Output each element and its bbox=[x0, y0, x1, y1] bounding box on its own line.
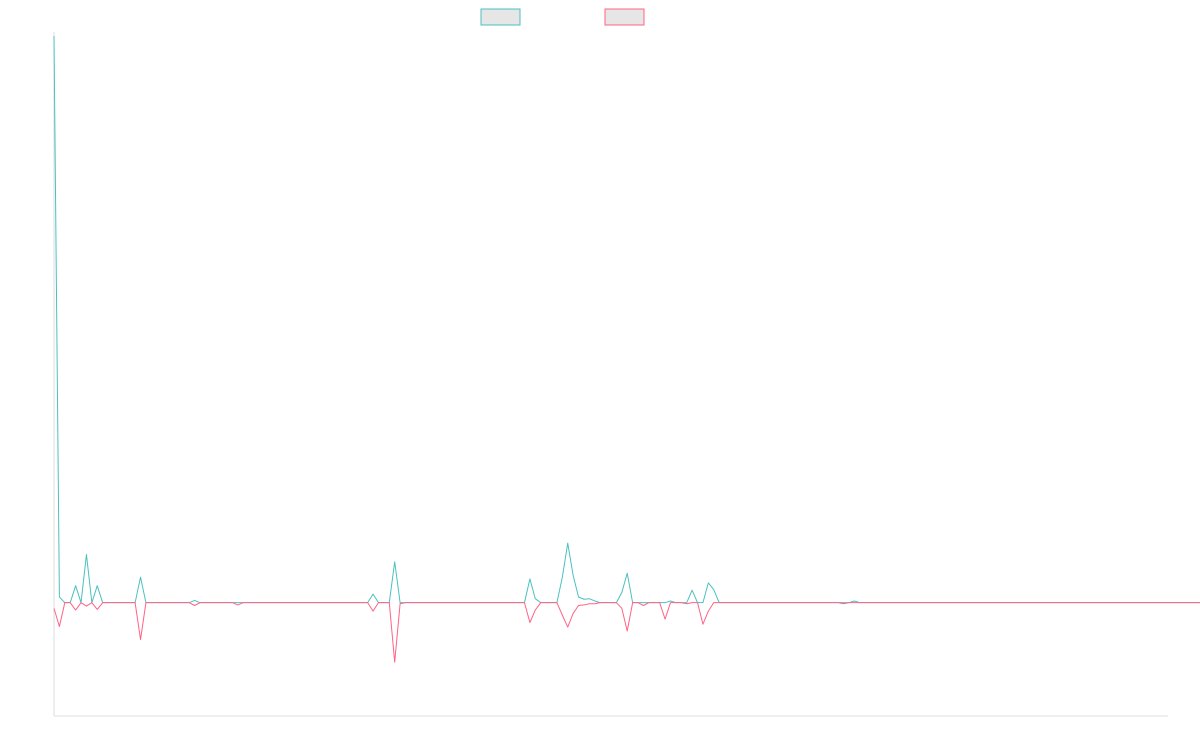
axes bbox=[53, 32, 1168, 717]
series-layer bbox=[53, 35, 1200, 663]
legend-swatch-2[interactable] bbox=[604, 8, 645, 26]
series-line-1 bbox=[53, 35, 1200, 604]
series-line-2 bbox=[53, 602, 1200, 663]
legend-swatch-1[interactable] bbox=[480, 8, 521, 26]
legend bbox=[480, 8, 645, 26]
